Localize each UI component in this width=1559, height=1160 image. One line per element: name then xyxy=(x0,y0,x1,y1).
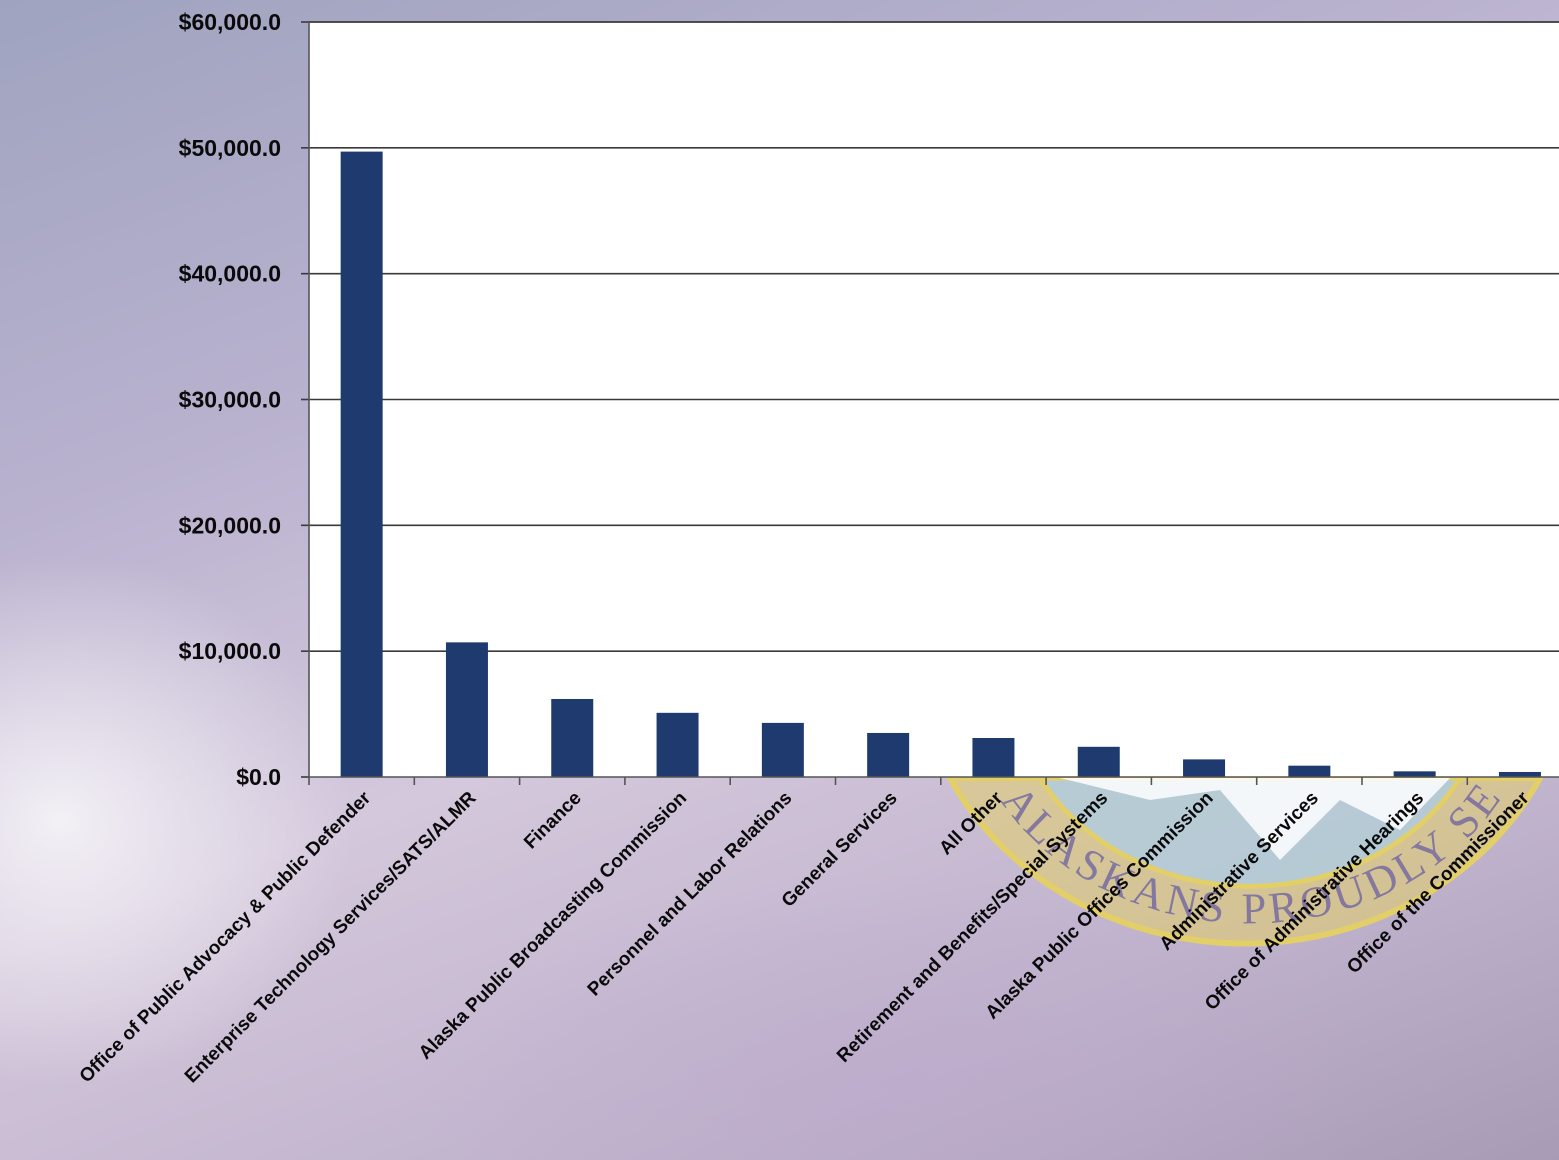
bar xyxy=(1077,746,1120,777)
bar xyxy=(340,151,383,777)
bar xyxy=(1498,771,1541,777)
y-axis-tick-label: $30,000.0 xyxy=(179,387,281,413)
bar xyxy=(867,732,910,777)
x-axis-category-label: Personnel and Labor Relations xyxy=(584,788,797,1001)
y-axis-tick-label: $50,000.0 xyxy=(179,135,281,161)
y-axis-tick-label: $60,000.0 xyxy=(179,9,281,35)
seal-mountains xyxy=(1060,778,1450,860)
bars xyxy=(340,151,1541,777)
bar xyxy=(1288,765,1331,777)
bar xyxy=(445,642,488,777)
x-axis-category-label: Finance xyxy=(520,788,586,854)
bar xyxy=(1393,771,1436,777)
x-axis-category-label: General Services xyxy=(778,788,902,912)
y-axis-tick-labels: $0.0 $10,000.0 $20,000.0 $30,000.0 $40,000.0… xyxy=(179,9,281,790)
y-axis-tick-label: $20,000.0 xyxy=(179,512,281,538)
axes xyxy=(301,21,1559,785)
bar xyxy=(656,712,699,777)
y-axis-tick-label: $0.0 xyxy=(236,764,281,790)
y-axis-tick-label: $40,000.0 xyxy=(179,261,281,287)
bar xyxy=(972,737,1015,777)
bar xyxy=(1183,759,1226,777)
bar xyxy=(761,722,804,777)
y-axis-tick-label: $10,000.0 xyxy=(179,638,281,664)
bar xyxy=(551,698,594,777)
